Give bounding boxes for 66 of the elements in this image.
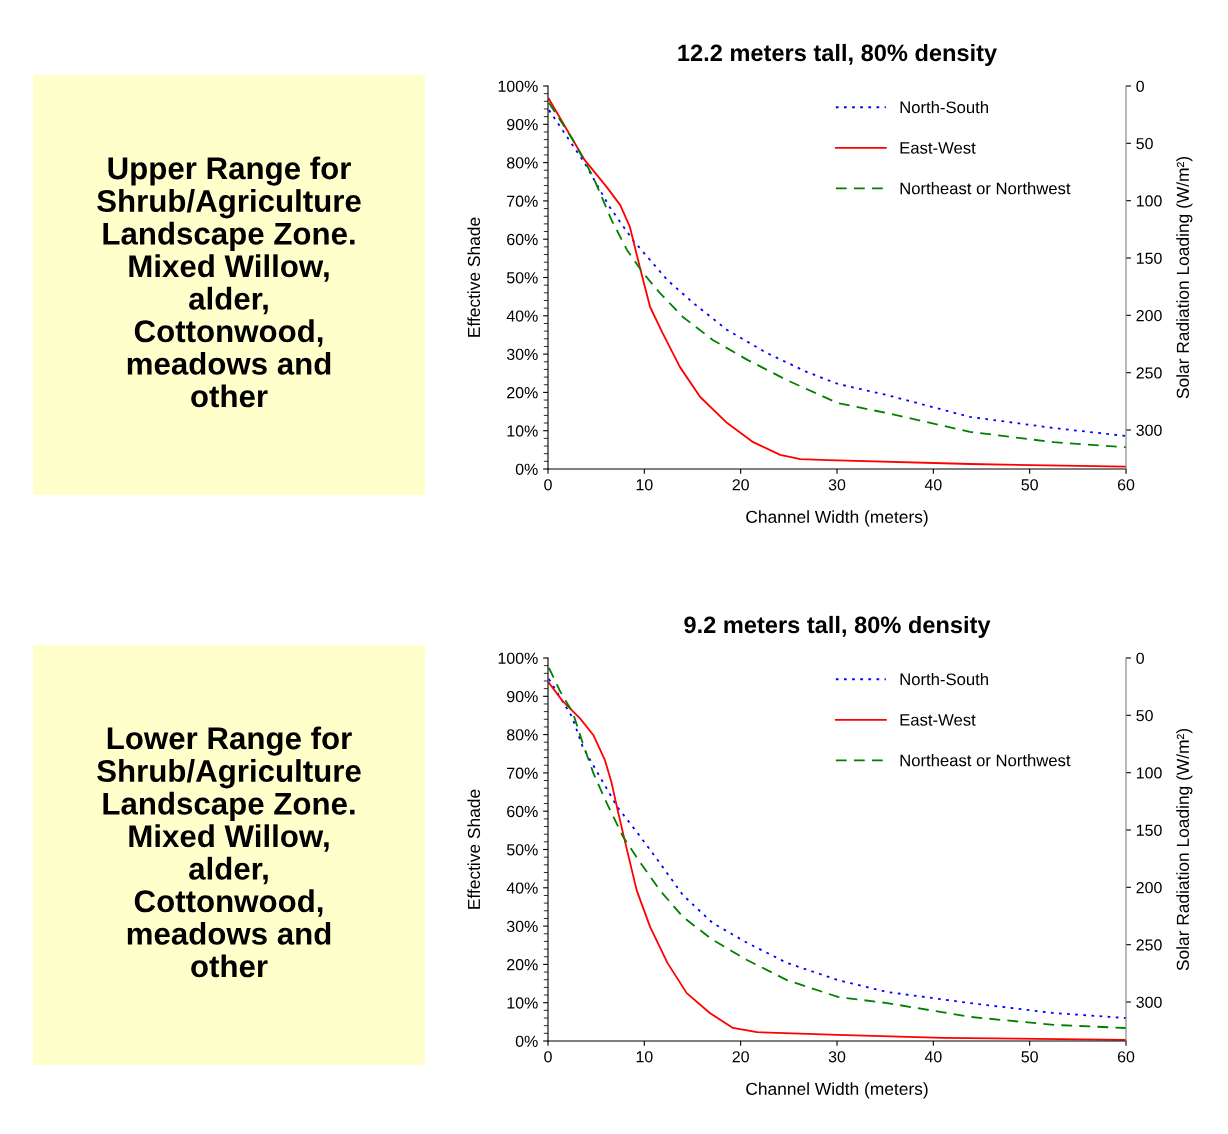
y2-tick-label: 200 bbox=[1136, 309, 1162, 322]
y-tick-label: 90% bbox=[507, 690, 538, 703]
y-tick-label: 80% bbox=[507, 729, 538, 741]
y-tick-label: 10% bbox=[507, 425, 538, 437]
y2-tick-label: 300 bbox=[1136, 424, 1162, 436]
x-tick-label: 40 bbox=[924, 479, 942, 491]
x-tick-label: 50 bbox=[1021, 1051, 1038, 1063]
y2-tick-label: 150 bbox=[1136, 824, 1162, 836]
y-tick-label: 0% bbox=[515, 1035, 538, 1047]
y-tick-label: 10% bbox=[507, 997, 538, 1009]
y2-tick-label: 250 bbox=[1136, 939, 1162, 951]
x-tick-label: 10 bbox=[636, 1051, 653, 1063]
x-tick-label: 0 bbox=[544, 479, 552, 491]
y-tick-label: 100% bbox=[498, 652, 538, 664]
y2-tick-label: 300 bbox=[1136, 996, 1162, 1008]
y2-tick-label: 150 bbox=[1136, 252, 1162, 264]
y2-axis-title: Solar Radiation Loading (W/m²) bbox=[1176, 728, 1193, 971]
y-axis-title: Effective Shade bbox=[467, 789, 481, 909]
y-axis-title: Effective Shade bbox=[467, 217, 481, 337]
y2-tick-label: 100 bbox=[1136, 195, 1162, 207]
x-tick-label: 50 bbox=[1021, 479, 1038, 491]
x-tick-label: 30 bbox=[828, 1051, 846, 1063]
y-tick-label: 70% bbox=[507, 195, 538, 207]
y2-tick-label: 50 bbox=[1136, 137, 1153, 150]
y2-tick-label: 50 bbox=[1136, 709, 1153, 722]
y2-tick-label: 100 bbox=[1136, 767, 1162, 779]
y-tick-label: 80% bbox=[507, 157, 538, 169]
y2-tick-label: 200 bbox=[1136, 881, 1162, 894]
x-tick-label: 0 bbox=[544, 1051, 552, 1063]
text: Lower Range for Shrub/Agriculture Landscape Zone. Mixed Willow, alder, Cottonwood, meadows and other bbox=[97, 726, 361, 978]
text: Upper Range for Shrub/Agriculture Landscape Zone. Mixed Willow, alder, Cottonwood, meadows and other bbox=[97, 156, 361, 408]
x-tick-label: 10 bbox=[636, 479, 653, 491]
y-tick-label: 0% bbox=[515, 463, 538, 475]
y-tick-label: 30% bbox=[506, 920, 538, 933]
y-tick-label: 50% bbox=[506, 844, 538, 856]
x-tick-label: 60 bbox=[1117, 479, 1135, 491]
y-tick-label: 40% bbox=[506, 310, 538, 322]
y-tick-label: 100% bbox=[498, 80, 538, 92]
y-tick-label: 60% bbox=[507, 805, 538, 818]
y2-tick-label: 250 bbox=[1136, 367, 1162, 379]
legend-label: North-South bbox=[900, 673, 988, 686]
y-tick-label: 60% bbox=[507, 233, 538, 246]
legend-label: East-West bbox=[900, 714, 976, 726]
y-tick-label: 20% bbox=[507, 387, 538, 399]
x-tick-label: 20 bbox=[732, 1051, 749, 1063]
y2-tick-label: 0 bbox=[1136, 652, 1144, 664]
legend-label: Northeast or Northwest bbox=[900, 182, 1071, 195]
x-axis-title: Channel Width (meters) bbox=[746, 1082, 928, 1099]
y2-tick-label: 0 bbox=[1136, 80, 1144, 92]
y-tick-label: 50% bbox=[506, 272, 538, 284]
y-tick-label: 40% bbox=[506, 882, 538, 894]
legend-label: East-West bbox=[900, 142, 976, 154]
legend-label: Northeast or Northwest bbox=[900, 754, 1071, 767]
y-tick-label: 70% bbox=[507, 767, 538, 779]
x-tick-label: 20 bbox=[732, 479, 749, 491]
chart-title: 9.2 meters tall, 80% density bbox=[684, 615, 991, 638]
legend-label: North-South bbox=[900, 101, 988, 114]
y-tick-label: 90% bbox=[507, 118, 538, 131]
x-tick-label: 40 bbox=[924, 1051, 942, 1063]
x-tick-label: 60 bbox=[1117, 1051, 1135, 1063]
x-axis-title: Channel Width (meters) bbox=[746, 510, 928, 527]
x-tick-label: 30 bbox=[828, 479, 846, 491]
chart-title: 12.2 meters tall, 80% density bbox=[678, 43, 997, 66]
y-tick-label: 30% bbox=[506, 348, 538, 361]
y2-axis-title: Solar Radiation Loading (W/m²) bbox=[1176, 156, 1193, 399]
y-tick-label: 20% bbox=[507, 959, 538, 971]
